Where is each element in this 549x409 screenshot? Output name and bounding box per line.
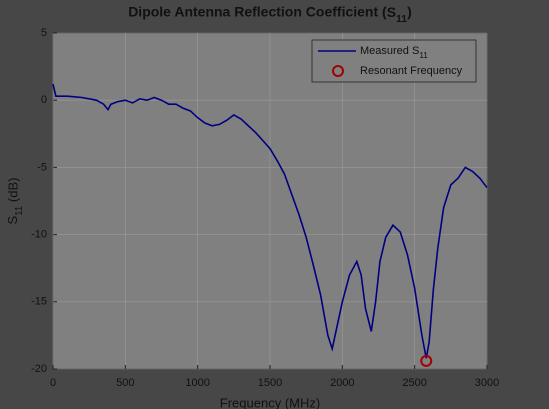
y-tick-label: -15: [31, 296, 47, 308]
x-tick-label: 1500: [258, 377, 282, 389]
legend-swatch: [332, 65, 344, 77]
x-tick-label: 0: [50, 377, 56, 389]
y-tick-label: 0: [41, 94, 47, 106]
chart-title: Dipole Antenna Reflection Coefficient (S…: [128, 4, 412, 25]
x-tick-label: 3000: [475, 377, 499, 389]
legend-label: Measured S11: [360, 45, 428, 60]
x-axis-label: Frequency (MHz): [220, 395, 320, 409]
marker: [420, 354, 433, 367]
x-tick-label: 2500: [402, 377, 426, 389]
y-tick-label: -5: [37, 161, 47, 173]
x-tick-label: 500: [116, 377, 134, 389]
y-tick-label: -20: [31, 363, 47, 375]
y-tick-label: -10: [31, 229, 47, 241]
legend-label: Resonant Frequency: [360, 65, 463, 77]
x-tick-label: 2000: [330, 377, 354, 389]
x-tick-label: 1000: [185, 377, 209, 389]
series-line: [52, 83, 488, 359]
y-tick-label: 5: [41, 27, 47, 39]
